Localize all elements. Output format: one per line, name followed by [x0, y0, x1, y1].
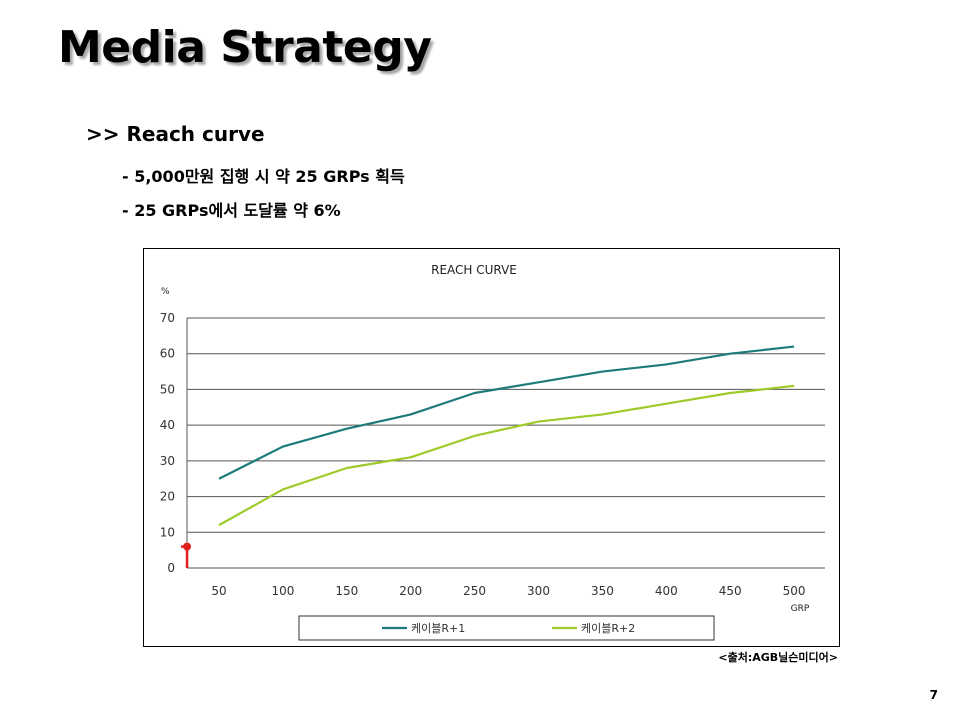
legend-label-1: 케이블R+1 [411, 622, 465, 635]
y-tick-label: 20 [160, 490, 175, 504]
chart-svg: REACH CURVE % GRP 0 10 20 30 40 50 60 70 50 100 1… [160, 263, 825, 641]
series-line-2 [218, 384, 795, 527]
reach-curve-chart: REACH CURVE % GRP 0 10 20 30 40 50 60 70 50 100 1… [143, 248, 840, 647]
x-tick-label: 400 [655, 584, 678, 598]
y-tick-label: 0 [167, 561, 175, 575]
x-tick-label: 100 [271, 584, 294, 598]
bullet-1: - 5,000만원 집행 시 약 25 GRPs 획득 [122, 167, 405, 186]
x-tick-label: 200 [399, 584, 422, 598]
page-number: 7 [929, 688, 938, 702]
source-note: <출처:AGB닐슨미디어> [718, 651, 838, 664]
x-axis-label: GRP [791, 604, 810, 614]
section-heading: >> Reach curve [86, 122, 265, 146]
y-tick-label: 50 [160, 382, 175, 396]
x-tick-label: 500 [783, 584, 806, 598]
x-tick-label: 50 [211, 584, 226, 598]
x-tick-label: 350 [591, 584, 614, 598]
x-tick-label: 150 [335, 584, 358, 598]
x-tick-label: 300 [527, 584, 550, 598]
legend-label-2: 케이블R+2 [581, 622, 635, 635]
y-tick-label: 10 [160, 525, 175, 539]
legend-box [298, 615, 715, 641]
y-axis-label: % [161, 287, 170, 297]
x-tick-label: 250 [463, 584, 486, 598]
y-tick-label: 40 [160, 418, 175, 432]
series-line-1 [218, 345, 795, 480]
y-tick-label: 70 [160, 311, 175, 325]
y-tick-label: 60 [160, 347, 175, 361]
x-tick-label: 450 [719, 584, 742, 598]
annotation-point [183, 542, 192, 551]
y-tick-label: 30 [160, 454, 175, 468]
slide-title: Media Strategy [58, 22, 432, 73]
bullet-2: - 25 GRPs에서 도달률 약 6% [122, 201, 341, 220]
chart-title: REACH CURVE [431, 263, 517, 277]
